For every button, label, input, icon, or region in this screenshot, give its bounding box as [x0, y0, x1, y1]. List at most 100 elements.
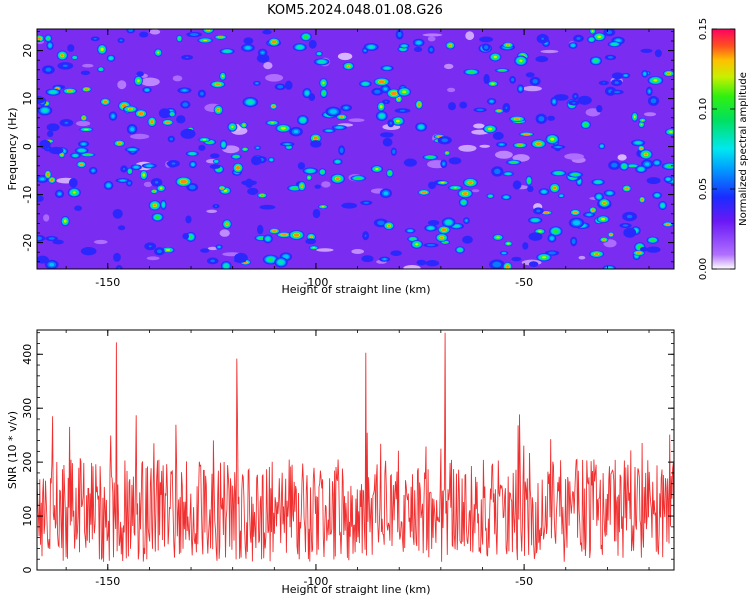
heatmap-cell: [109, 56, 113, 60]
heatmap-cell: [40, 177, 45, 181]
heatmap-cell: [519, 59, 523, 62]
heatmap-cell: [210, 259, 215, 263]
heatmap-cell: [602, 82, 606, 84]
heatmap-cell: [82, 63, 94, 68]
heatmap-cell: [578, 179, 581, 183]
heatmap-cell: [407, 229, 413, 232]
heatmap-cell: [654, 49, 662, 58]
heatmap-cell: [94, 239, 108, 245]
heatmap-cell: [644, 153, 648, 156]
heatmap-cell: [462, 192, 468, 195]
heatmap-cell: [666, 72, 671, 75]
heatmap-cell: [81, 142, 86, 146]
heatmap-cell: [165, 249, 171, 251]
heatmap-cell: [511, 161, 516, 163]
heatmap-cell: [209, 164, 221, 169]
heatmap-cell: [202, 139, 207, 141]
heatmap-cell: [180, 179, 187, 184]
heatmap-cell: [387, 224, 391, 227]
heatmap-cell: [259, 237, 264, 240]
heatmap-cell: [459, 101, 468, 109]
heatmap-cell: [148, 245, 152, 248]
heatmap-cell: [67, 90, 72, 92]
heatmap-cell: [112, 208, 123, 219]
heatmap-cell: [339, 116, 344, 118]
heatmap-cell: [224, 264, 229, 268]
heatmap-cell: [378, 80, 385, 84]
y-tick-label: 20: [21, 44, 34, 58]
heatmap-cell: [42, 109, 48, 112]
heatmap-cell: [553, 186, 557, 190]
heatmap-cell: [243, 124, 245, 126]
heatmap-cell: [185, 56, 189, 59]
heatmap-cell: [536, 209, 541, 213]
heatmap-cell: [577, 95, 592, 105]
heatmap-cell: [321, 170, 324, 174]
heatmap-cell: [308, 39, 317, 49]
heatmap-cell: [654, 161, 660, 165]
heatmap-cell: [414, 46, 423, 53]
heatmap-cell: [301, 184, 303, 188]
heatmap-cell: [64, 121, 69, 124]
heatmap-cell: [379, 114, 384, 118]
heatmap-cell: [383, 87, 388, 91]
heatmap-cell: [46, 123, 60, 132]
heatmap-cell: [421, 191, 427, 194]
heatmap-cell: [648, 89, 651, 93]
heatmap-cell: [182, 89, 187, 92]
heatmap-cell: [495, 150, 513, 159]
heatmap-cell: [540, 49, 559, 54]
heatmap-cell: [99, 68, 103, 71]
heatmap-cell: [416, 259, 427, 266]
heatmap-cell: [261, 51, 264, 54]
heatmap-cell: [536, 142, 541, 146]
heatmap-cell: [532, 218, 538, 222]
heatmap-cell: [260, 194, 264, 197]
heatmap-cell: [505, 106, 508, 109]
heatmap-cell: [383, 191, 389, 196]
heatmap-cell: [268, 258, 273, 261]
heatmap-cell: [538, 230, 542, 233]
colorbar-label: Normalized spectral amplitude: [738, 72, 749, 226]
heatmap-cell: [117, 80, 127, 90]
heatmap-cell: [362, 82, 368, 86]
figure-title: KOM5.2024.048.01.08.G26: [267, 3, 443, 18]
heatmap-cell: [661, 203, 665, 208]
heatmap-cell: [453, 187, 457, 189]
heatmap-cell: [422, 33, 443, 37]
heatmap-cell: [479, 36, 494, 43]
heatmap-cell: [438, 136, 441, 138]
heatmap-background: [37, 29, 674, 269]
heatmap-cell: [282, 254, 289, 259]
heatmap-cell: [522, 85, 542, 92]
heatmap-cell: [550, 137, 555, 141]
heatmap-x-axis-label: Height of straight line (km): [281, 283, 430, 296]
heatmap-cell: [552, 99, 556, 104]
heatmap-cell: [303, 35, 309, 39]
heatmap-cell: [234, 258, 247, 263]
heatmap-cell: [106, 183, 111, 188]
heatmap-cell: [100, 47, 104, 52]
heatmap-cell: [597, 35, 602, 39]
heatmap-cell: [524, 133, 530, 135]
heatmap-cell: [119, 39, 123, 42]
heatmap-cell: [650, 238, 655, 242]
heatmap-cell: [251, 156, 262, 166]
heatmap-cell: [300, 118, 306, 123]
heatmap-cell: [256, 53, 270, 63]
heatmap-cell: [153, 204, 157, 207]
heatmap-cell: [63, 219, 67, 223]
heatmap-cell: [355, 177, 362, 180]
heatmap-cell: [84, 88, 89, 91]
heatmap-cell: [271, 40, 277, 44]
heatmap-cell: [316, 248, 334, 252]
heatmap-cell: [155, 215, 160, 219]
heatmap-cell: [541, 256, 547, 259]
heatmap-cell: [154, 181, 159, 184]
heatmap-cell: [287, 146, 291, 148]
heatmap-cell: [389, 121, 393, 125]
heatmap-cell: [128, 108, 132, 110]
heatmap-cell: [572, 102, 576, 104]
heatmap-cell: [217, 246, 221, 248]
heatmap-cell: [403, 265, 421, 269]
